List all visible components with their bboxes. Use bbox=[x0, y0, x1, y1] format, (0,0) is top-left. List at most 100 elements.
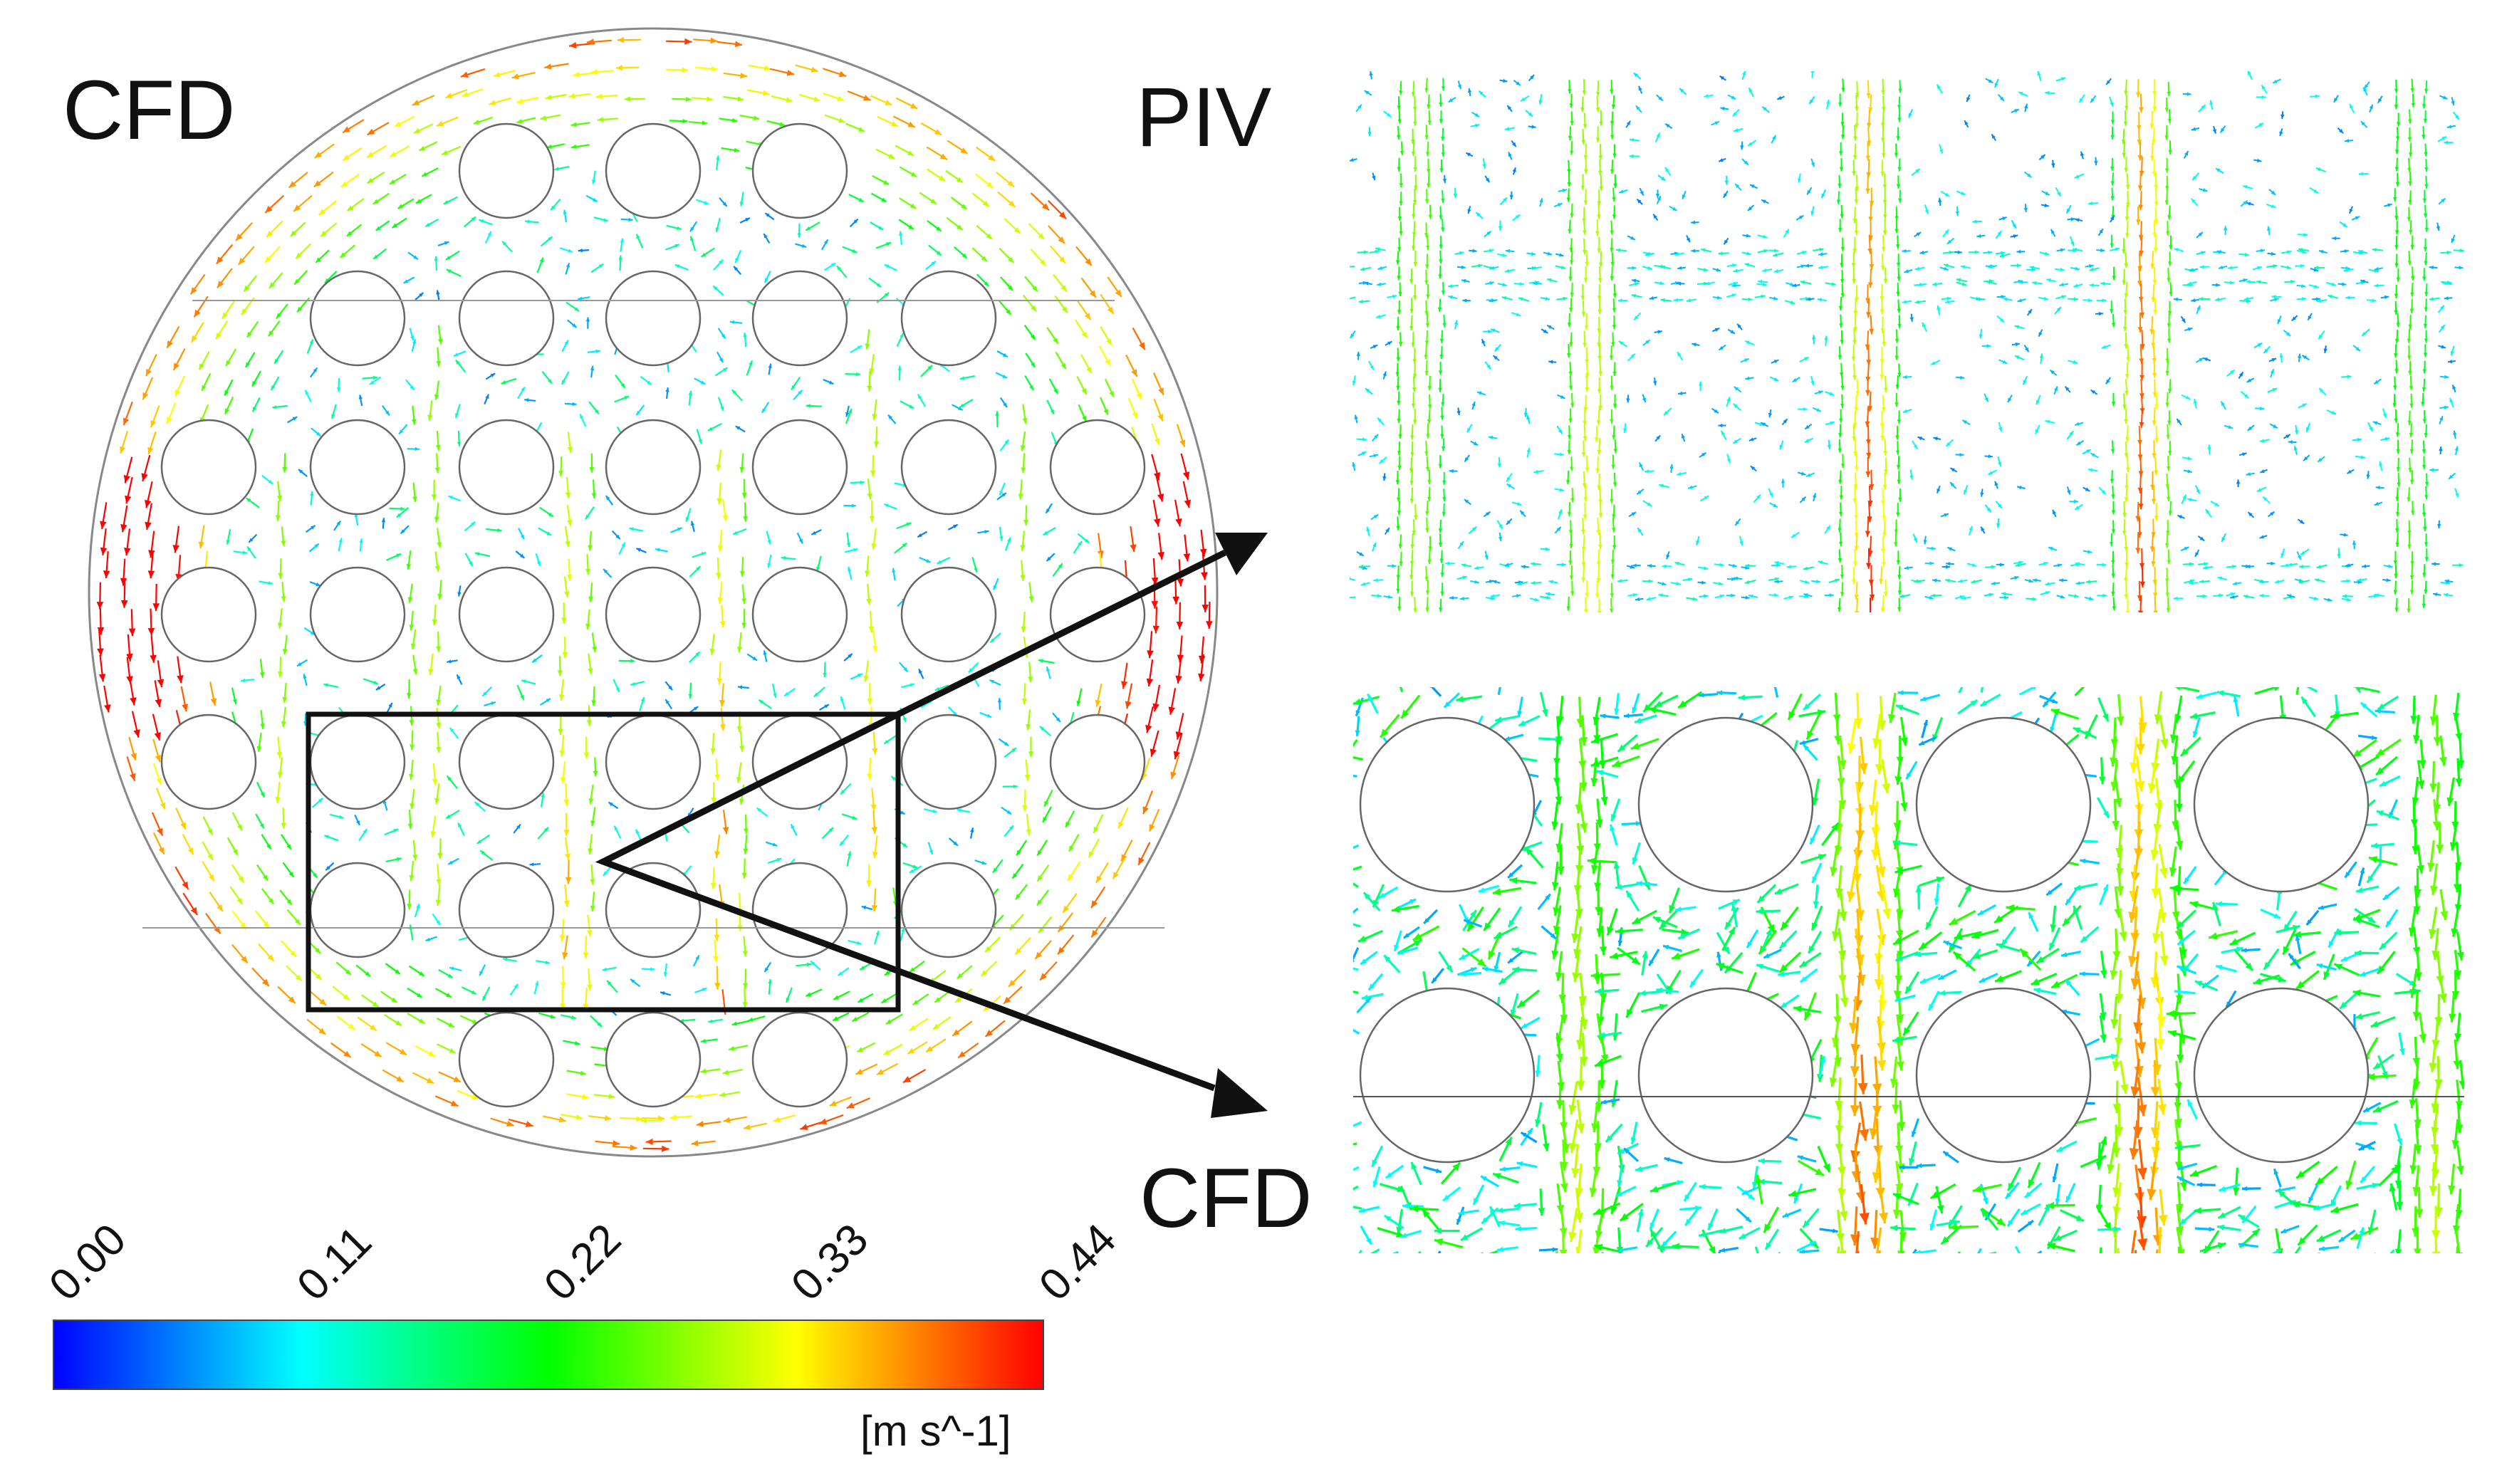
velocity-vector-head bbox=[1412, 530, 1417, 535]
velocity-vector-head bbox=[409, 874, 415, 882]
velocity-vector-head bbox=[1481, 339, 1486, 344]
velocity-vector-head bbox=[1439, 215, 1443, 220]
velocity-vector-head bbox=[1732, 263, 1737, 268]
velocity-vector-head bbox=[1598, 262, 1603, 267]
velocity-vector-head bbox=[2449, 474, 2454, 479]
velocity-vector-head bbox=[2167, 91, 2171, 96]
velocity-vector-head bbox=[1825, 99, 1830, 105]
velocity-vector-head bbox=[961, 253, 967, 258]
velocity-vector-head bbox=[1851, 263, 1856, 268]
velocity-vector-head bbox=[1803, 566, 1808, 570]
velocity-vector-head bbox=[130, 753, 137, 761]
velocity-vector-head bbox=[588, 848, 593, 855]
velocity-vector-head bbox=[1377, 417, 1382, 422]
velocity-vector-head bbox=[1533, 281, 1538, 286]
velocity-vector-head bbox=[1726, 458, 1731, 464]
velocity-vector-head bbox=[1425, 466, 1430, 471]
velocity-vector-head bbox=[585, 317, 590, 322]
velocity-vector-head bbox=[1372, 345, 1378, 349]
velocity-vector-head bbox=[1777, 95, 1782, 100]
velocity-vector-head bbox=[2423, 527, 2427, 531]
velocity-vector-head bbox=[1445, 561, 1450, 565]
velocity-vector-head bbox=[412, 496, 417, 502]
velocity-vector-head bbox=[1880, 435, 1885, 441]
velocity-vector-head bbox=[1865, 188, 1870, 194]
velocity-vector-head bbox=[1851, 579, 1856, 585]
velocity-vector-head bbox=[2135, 548, 2141, 554]
velocity-vector-head bbox=[238, 257, 246, 265]
velocity-vector-head bbox=[838, 117, 845, 123]
velocity-vector-head bbox=[268, 581, 273, 585]
velocity-vector-head bbox=[436, 920, 440, 925]
velocity-vector-head bbox=[700, 380, 706, 385]
velocity-vector-head bbox=[2139, 312, 2145, 318]
velocity-vector-head bbox=[1142, 806, 1149, 815]
velocity-vector-head bbox=[2439, 446, 2443, 451]
velocity-vector-head bbox=[1881, 562, 1887, 568]
velocity-vector-head bbox=[939, 153, 948, 160]
velocity-vector-head bbox=[1732, 563, 1737, 568]
velocity-vector-head bbox=[2115, 247, 2120, 251]
velocity-vector-head bbox=[892, 568, 896, 573]
velocity-vector-head bbox=[1774, 560, 1779, 565]
velocity-vector-head bbox=[1904, 269, 1909, 273]
velocity-vector-head bbox=[290, 230, 297, 236]
velocity-vector-head bbox=[734, 41, 743, 48]
velocity-vector-head bbox=[781, 555, 786, 560]
velocity-vector-head bbox=[241, 678, 246, 683]
velocity-vector-head bbox=[647, 380, 652, 385]
velocity-vector-head bbox=[578, 296, 583, 301]
velocity-vector-head bbox=[1370, 365, 1374, 370]
velocity-vector-head bbox=[1611, 464, 1615, 469]
velocity-vector-head bbox=[1424, 233, 1429, 238]
velocity-vector-head bbox=[2201, 251, 2206, 255]
velocity-vector-head bbox=[1024, 774, 1031, 781]
velocity-vector-head bbox=[1459, 541, 1464, 546]
velocity-vector-head bbox=[1396, 326, 1400, 330]
velocity-vector-head bbox=[1028, 596, 1034, 602]
velocity-vector-head bbox=[303, 674, 307, 679]
velocity-vector-head bbox=[2407, 338, 2412, 343]
velocity-vector-head bbox=[2001, 295, 2006, 299]
velocity-vector-head bbox=[296, 252, 302, 259]
velocity-vector-head bbox=[851, 503, 856, 508]
velocity-vector-head bbox=[1412, 419, 1417, 425]
velocity-vector-head bbox=[593, 197, 598, 202]
velocity-vector-head bbox=[2290, 279, 2295, 284]
velocity-vector-head bbox=[1867, 140, 1872, 146]
velocity-vector-head bbox=[2074, 174, 2080, 179]
velocity-vector-head bbox=[1441, 136, 1445, 141]
velocity-vector-head bbox=[1397, 119, 1402, 124]
velocity-vector-head bbox=[1894, 542, 1898, 547]
velocity-vector-head bbox=[520, 553, 525, 558]
velocity-vector-head bbox=[277, 772, 283, 778]
velocity-vector-head bbox=[561, 617, 567, 624]
velocity-vector-head bbox=[446, 814, 451, 819]
zoom-connector-lines bbox=[595, 711, 1216, 1092]
velocity-vector-head bbox=[2442, 281, 2447, 286]
velocity-vector-head bbox=[1896, 244, 1900, 249]
velocity-vector-head bbox=[1150, 748, 1157, 757]
velocity-vector-head bbox=[886, 1019, 892, 1025]
velocity-vector-head bbox=[313, 872, 318, 878]
velocity-vector-head bbox=[1988, 250, 1993, 255]
velocity-vector-head bbox=[2014, 355, 2020, 360]
velocity-vector-head bbox=[763, 234, 768, 239]
velocity-vector-head bbox=[857, 345, 862, 350]
velocity-vector-head bbox=[1008, 256, 1014, 263]
velocity-vector-head bbox=[588, 798, 594, 805]
velocity-vector-head bbox=[2299, 519, 2305, 524]
velocity-vector-head bbox=[1426, 434, 1430, 439]
velocity-vector-head bbox=[1454, 320, 1459, 325]
velocity-vector-head bbox=[1506, 476, 1511, 482]
velocity-vector-head bbox=[318, 209, 326, 216]
velocity-vector-head bbox=[910, 103, 918, 109]
velocity-vector-head bbox=[1688, 485, 1693, 489]
piv-velocity-vectors bbox=[1350, 71, 2464, 612]
velocity-vector-head bbox=[348, 1023, 355, 1030]
velocity-vector-head bbox=[1686, 298, 1692, 303]
velocity-vector-head bbox=[1376, 314, 1381, 318]
velocity-vector-head bbox=[1059, 256, 1066, 263]
velocity-vector-head bbox=[2422, 419, 2427, 424]
velocity-vector-head bbox=[1801, 496, 1806, 501]
